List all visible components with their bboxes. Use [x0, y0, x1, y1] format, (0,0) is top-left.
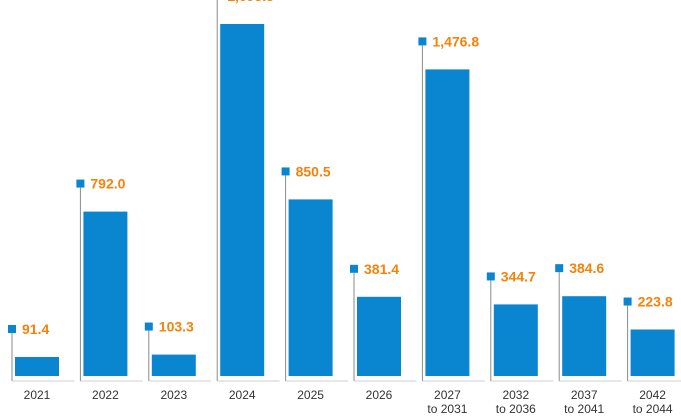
value-label-9: 223.8: [638, 294, 673, 310]
label-marker-4: [281, 167, 290, 176]
label-marker-8: [555, 264, 564, 273]
bar-8: [562, 296, 607, 376]
label-marker-0: [8, 325, 16, 334]
category-label-9-line-1: to 2044: [633, 402, 673, 416]
category-label-0: 2021: [24, 388, 51, 402]
value-label-8: 384.6: [569, 260, 604, 276]
bar-1: [83, 211, 128, 376]
value-labels-group: 91.4 792.0 103.3 1,695.5 850.5 381.4 1,476.8 34…: [8, 0, 673, 337]
value-label-6: 1,476.8: [432, 33, 479, 49]
category-label-2: 2023: [160, 388, 187, 402]
value-label-0: 91.4: [22, 321, 49, 337]
category-label-1: 2022: [92, 388, 119, 402]
bar-4: [288, 199, 333, 376]
label-marker-1: [76, 179, 85, 188]
bar-7: [493, 304, 538, 376]
label-marker-6: [418, 37, 427, 46]
value-label-4: 850.5: [296, 163, 331, 179]
category-label-7-line-1: to 2036: [496, 402, 536, 416]
category-label-4: 2025: [297, 388, 324, 402]
bar-2: [151, 354, 196, 376]
category-label-8-line-1: to 2041: [564, 402, 604, 416]
value-label-2: 103.3: [159, 319, 194, 335]
bar-6: [425, 69, 470, 377]
leader-lines-group: [11, 0, 681, 382]
bar-5: [357, 296, 401, 376]
bars-group: [15, 24, 675, 377]
value-label-3: 1,695.5: [227, 0, 274, 4]
bar-0: [15, 357, 59, 376]
category-label-8-line-0: 2037: [571, 388, 598, 402]
category-label-7-line-0: 2032: [502, 388, 529, 402]
value-label-7: 344.7: [501, 268, 536, 284]
label-marker-7: [486, 272, 495, 281]
value-label-1: 792.0: [90, 176, 125, 192]
category-label-5: 2026: [366, 388, 393, 402]
category-label-6-line-0: 2027: [434, 388, 461, 402]
label-marker-9: [623, 297, 632, 306]
category-label-9-line-0: 2042: [639, 388, 666, 402]
category-label-3: 2024: [229, 388, 256, 402]
label-marker-5: [350, 264, 358, 273]
bar-9: [630, 329, 675, 376]
category-label-6-line-1: to 2031: [427, 402, 467, 416]
value-label-5: 381.4: [364, 261, 399, 277]
label-marker-2: [144, 322, 153, 331]
bar-3: [220, 24, 265, 376]
